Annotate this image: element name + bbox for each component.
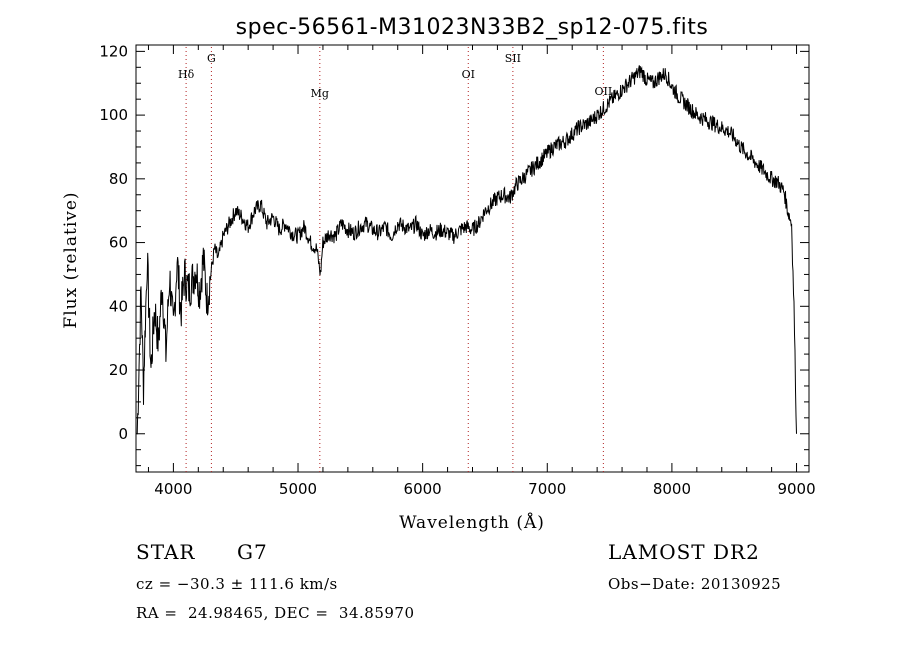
spectrum-line xyxy=(136,65,797,435)
line-marker-label: OI xyxy=(462,68,475,81)
axis-ticks: 4000 5000 6000 7000 8000 9000 0 20 40 60 80 100 120 xyxy=(99,42,815,498)
coordinates: RA = 24.98465, DEC = 34.85970 xyxy=(136,604,415,622)
star-subclass: G7 xyxy=(237,540,268,564)
chart-title: spec-56561-M31023N33B2_sp12-075.fits xyxy=(236,15,709,40)
line-marker-label: G xyxy=(207,52,216,65)
redshift-cz: cz = −30.3 ± 111.6 km/s xyxy=(136,575,338,593)
line-marker-label: Hδ xyxy=(178,68,195,81)
y-tick-label: 20 xyxy=(109,361,128,379)
line-marker-label: SII xyxy=(505,52,521,65)
y-tick-label: 40 xyxy=(109,297,128,315)
y-tick-label: 120 xyxy=(99,42,128,60)
star-class-label: STAR xyxy=(136,540,196,564)
x-axis-label: Wavelength (Å) xyxy=(399,512,545,533)
line-marker-label: OII xyxy=(595,85,613,98)
x-tick-label: 4000 xyxy=(154,480,192,498)
line-marker-label: Mg xyxy=(311,87,329,100)
x-tick-label: 9000 xyxy=(777,480,815,498)
observation-date: Obs−Date: 20130925 xyxy=(608,575,782,593)
y-tick-label: 80 xyxy=(109,170,128,188)
x-tick-label: 7000 xyxy=(528,480,566,498)
x-tick-label: 5000 xyxy=(279,480,317,498)
y-tick-label: 100 xyxy=(99,106,128,124)
y-tick-label: 60 xyxy=(109,234,128,252)
y-tick-label: 0 xyxy=(118,425,128,443)
spectral-line-markers: Hδ G Mg OI SII OII xyxy=(178,47,612,472)
x-tick-label: 6000 xyxy=(404,480,442,498)
survey-label: LAMOST DR2 xyxy=(608,540,760,564)
plot-frame xyxy=(135,44,810,473)
y-axis-label: Flux (relative) xyxy=(61,191,81,328)
x-tick-label: 8000 xyxy=(653,480,691,498)
